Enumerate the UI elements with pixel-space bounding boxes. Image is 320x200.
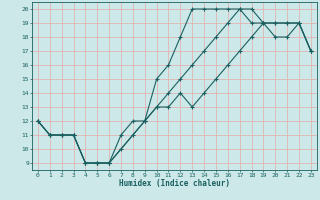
- X-axis label: Humidex (Indice chaleur): Humidex (Indice chaleur): [119, 179, 230, 188]
